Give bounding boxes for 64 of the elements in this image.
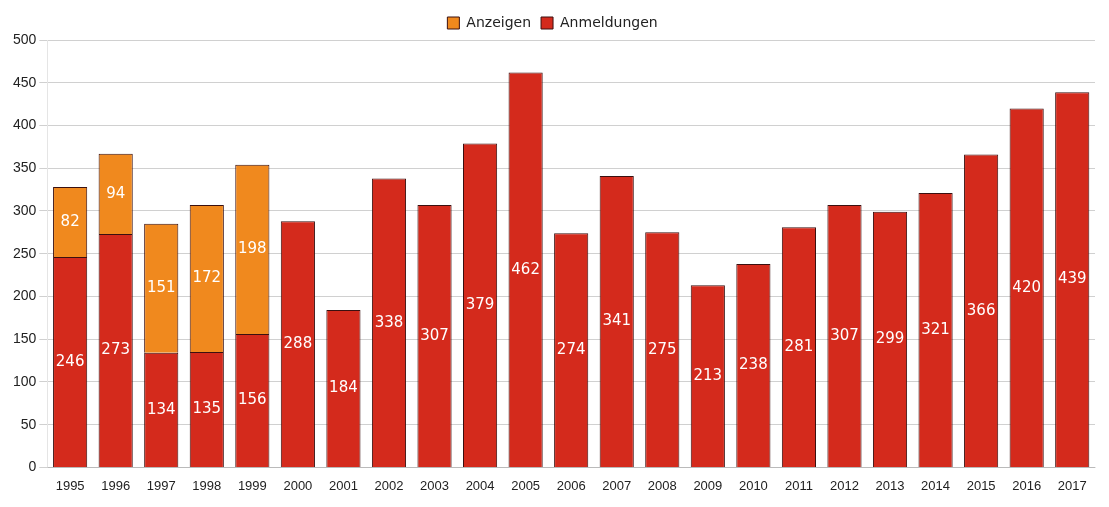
data-label: 246 (55, 351, 85, 370)
x-tick-label: 2014 (921, 477, 951, 493)
x-tick-label: 2017 (1057, 477, 1087, 493)
data-label: 172 (192, 268, 222, 287)
data-label: 288 (283, 333, 313, 352)
x-tick-label: 2015 (966, 477, 996, 493)
legend-label: Anmeldungen (560, 13, 658, 30)
y-tick-label: 450 (13, 73, 37, 90)
x-tick-label: 2003 (420, 477, 449, 493)
data-label: 307 (420, 325, 449, 344)
data-label: 82 (60, 211, 80, 230)
x-tick-label: 2016 (1012, 477, 1042, 493)
x-tick-label: 2010 (738, 477, 768, 493)
data-label: 184 (329, 378, 358, 397)
data-label: 299 (875, 329, 905, 348)
data-label: 275 (647, 339, 677, 358)
x-tick-label: 2002 (374, 477, 404, 493)
x-tick-label: 2007 (602, 477, 632, 493)
data-label: 134 (146, 399, 176, 418)
data-label: 274 (556, 339, 586, 358)
x-tick-label: 2008 (647, 477, 677, 493)
data-label: 238 (739, 355, 768, 374)
data-label: 321 (921, 319, 950, 338)
data-label: 151 (146, 278, 176, 297)
x-tick-label: 2011 (784, 477, 813, 493)
data-label: 281 (784, 336, 814, 355)
x-tick-label: 1995 (55, 477, 85, 493)
data-label: 338 (374, 312, 404, 331)
x-tick-label: 2012 (830, 477, 859, 493)
y-tick-label: 200 (13, 287, 37, 304)
x-tick-label: 1997 (146, 477, 176, 493)
x-tick-label: 2004 (465, 477, 495, 493)
data-label: 156 (238, 390, 267, 409)
y-tick-label: 50 (20, 415, 37, 432)
data-label: 439 (1057, 269, 1087, 288)
y-tick-label: 350 (13, 159, 37, 176)
x-tick-label: 2006 (556, 477, 586, 493)
data-label: 213 (693, 366, 723, 384)
y-tick-label: 150 (13, 330, 37, 347)
y-tick-label: 500 (13, 30, 37, 47)
x-tick-label: 2013 (875, 477, 905, 493)
data-label: 366 (966, 300, 996, 319)
data-label: 307 (830, 325, 859, 344)
data-label: 94 (106, 183, 126, 202)
data-label: 420 (1012, 277, 1041, 296)
x-tick-label: 2005 (511, 477, 541, 493)
x-tick-label: 2000 (283, 477, 313, 493)
x-tick-label: 1999 (237, 477, 267, 493)
x-tick-label: 1998 (192, 477, 222, 493)
y-tick-label: 250 (13, 244, 37, 261)
x-tick-label: 2001 (328, 477, 358, 493)
y-tick-label: 100 (13, 372, 37, 389)
data-label: 341 (602, 311, 632, 330)
data-label: 198 (238, 239, 267, 258)
data-label: 273 (101, 340, 130, 359)
y-tick-label: 0 (28, 458, 37, 475)
data-label: 379 (465, 295, 495, 314)
x-tick-label: 1996 (101, 477, 131, 493)
y-tick-label: 300 (13, 201, 37, 218)
y-tick-label: 400 (13, 116, 37, 133)
legend-label: Anzeigen (466, 13, 532, 30)
data-label: 462 (511, 259, 540, 278)
data-label: 135 (192, 399, 222, 418)
x-tick-label: 2009 (693, 477, 723, 493)
